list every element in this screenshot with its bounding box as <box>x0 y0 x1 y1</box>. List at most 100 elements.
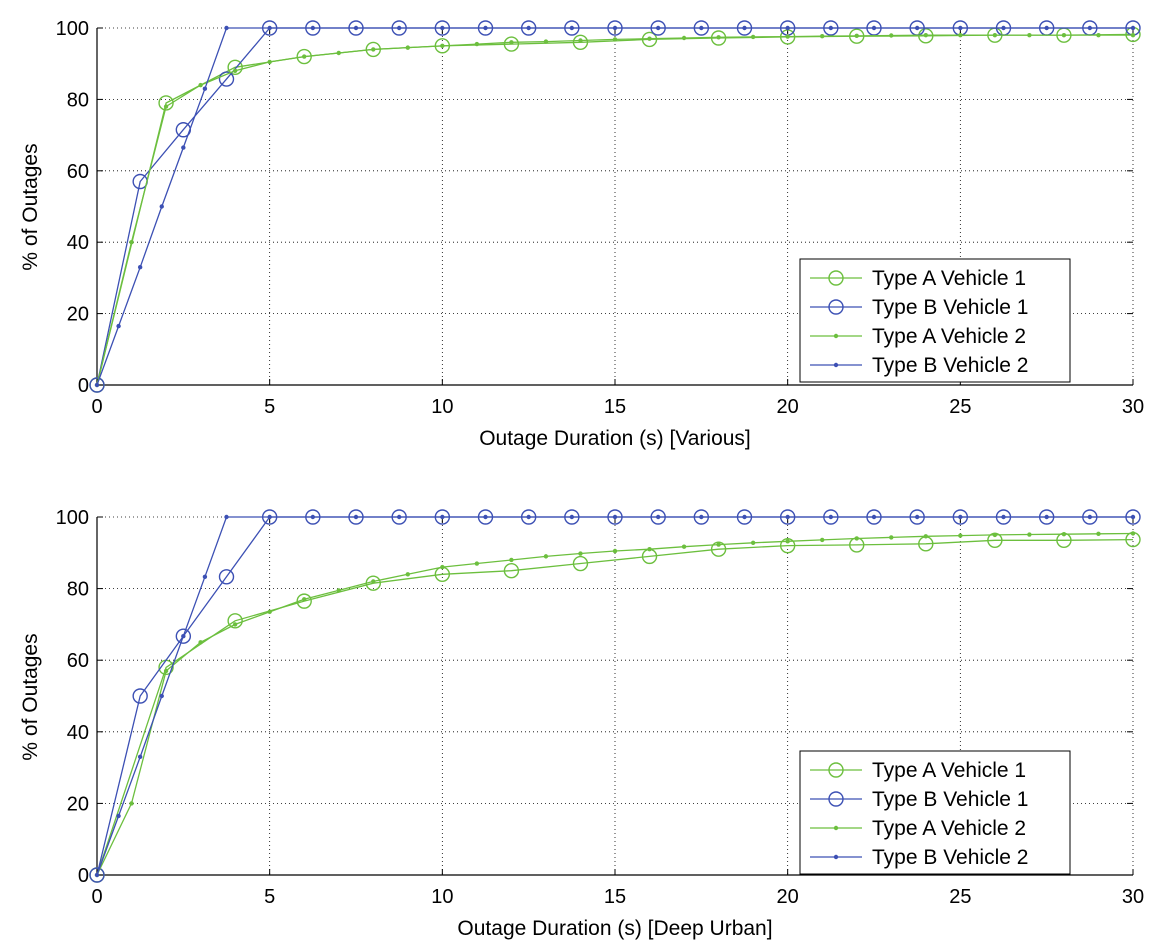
data-point <box>923 534 928 539</box>
data-point <box>1061 32 1067 38</box>
data-point <box>202 574 208 579</box>
data-point <box>232 622 238 627</box>
legend-swatch-marker <box>833 362 839 368</box>
x-tick-label: 20 <box>777 886 799 908</box>
data-point <box>1044 514 1049 520</box>
y-tick-label: 60 <box>67 161 89 183</box>
legend-item: Type A Vehicle 1 <box>810 759 1026 782</box>
data-point <box>302 597 307 602</box>
legend-label: Type B Vehicle 2 <box>872 354 1028 377</box>
data-point <box>958 32 963 38</box>
y-tick-label: 40 <box>67 722 89 744</box>
data-point <box>132 688 148 704</box>
legend: Type A Vehicle 1 Type B Vehicle 1 Type A V… <box>799 750 1071 875</box>
data-point <box>296 593 312 609</box>
y-tick-label: 40 <box>67 232 89 254</box>
data-point <box>854 536 859 541</box>
data-point <box>440 43 445 49</box>
legend-swatch-marker <box>828 791 844 807</box>
data-point <box>474 41 480 47</box>
legend-item: Type B Vehicle 1 <box>810 296 1028 319</box>
data-point <box>218 71 235 87</box>
legend-label: Type B Vehicle 2 <box>872 846 1028 869</box>
legend-swatch-marker <box>833 825 839 831</box>
x-tick-label: 20 <box>777 396 799 418</box>
data-point <box>129 240 134 245</box>
data-point <box>405 572 410 577</box>
legend-item: Type B Vehicle 2 <box>810 846 1028 869</box>
data-point <box>405 45 410 50</box>
data-point <box>785 34 790 39</box>
data-point <box>1044 25 1049 31</box>
legend-label: Type A Vehicle 2 <box>872 325 1026 348</box>
x-tick-label: 5 <box>264 396 275 418</box>
data-point <box>137 264 143 270</box>
data-point <box>336 50 341 56</box>
legend-item: Type A Vehicle 1 <box>810 267 1026 290</box>
data-point <box>137 754 143 760</box>
data-point <box>612 514 618 520</box>
data-point <box>232 68 238 74</box>
data-point <box>202 86 208 91</box>
data-point <box>94 872 100 878</box>
data-point <box>89 867 105 883</box>
data-point <box>159 204 164 209</box>
data-point <box>483 514 488 520</box>
data-point <box>224 514 229 520</box>
series-4 <box>94 514 1136 878</box>
data-point <box>923 32 928 38</box>
legend-item: Type A Vehicle 2 <box>810 325 1026 348</box>
data-point <box>526 25 531 31</box>
data-point <box>227 613 243 629</box>
data-point <box>1087 25 1093 31</box>
data-point <box>310 25 316 31</box>
y-tick-label: 60 <box>67 650 89 672</box>
legend: Type A Vehicle 1 Type B Vehicle 1 Type A V… <box>799 258 1071 383</box>
data-point <box>889 535 894 540</box>
legend-swatch-marker <box>833 333 839 339</box>
data-point <box>396 514 402 520</box>
data-point <box>681 35 687 41</box>
data-point <box>227 59 243 75</box>
y-axis-label: % of Outages <box>19 633 42 760</box>
x-tick-label: 10 <box>431 886 453 908</box>
data-point <box>785 25 790 31</box>
legend-item: Type A Vehicle 2 <box>810 817 1026 840</box>
data-point <box>267 59 272 65</box>
data-point <box>1027 32 1032 38</box>
data-point <box>218 569 235 585</box>
data-point <box>785 514 790 520</box>
legend-label: Type B Vehicle 1 <box>872 788 1028 811</box>
data-point <box>163 104 169 109</box>
data-point <box>371 579 376 584</box>
data-point <box>503 563 520 579</box>
chart-bottom: Outage Duration (s) [Deep Urban] % of Ou… <box>19 507 1144 940</box>
data-point <box>267 514 272 520</box>
x-tick-label: 30 <box>1122 886 1144 908</box>
series-4 <box>94 25 1136 388</box>
data-point <box>1130 25 1136 31</box>
data-point <box>820 34 825 39</box>
data-point <box>503 36 520 52</box>
legend-box <box>799 750 1071 875</box>
data-point <box>889 33 894 38</box>
data-point <box>163 668 169 674</box>
data-point <box>820 537 825 543</box>
data-point <box>396 25 402 31</box>
data-point <box>854 33 859 39</box>
data-point <box>612 37 618 42</box>
legend-label: Type A Vehicle 2 <box>872 817 1026 840</box>
data-point <box>181 634 186 639</box>
data-point <box>699 25 704 31</box>
y-axis-label: % of Outages <box>19 143 42 270</box>
legend-label: Type A Vehicle 1 <box>872 759 1026 782</box>
data-point <box>742 514 747 520</box>
data-point <box>612 548 618 554</box>
data-point <box>116 323 121 329</box>
data-point <box>526 514 531 520</box>
data-point <box>181 145 186 150</box>
data-point <box>116 813 121 819</box>
data-point <box>543 554 549 559</box>
legend-box <box>799 258 1071 383</box>
